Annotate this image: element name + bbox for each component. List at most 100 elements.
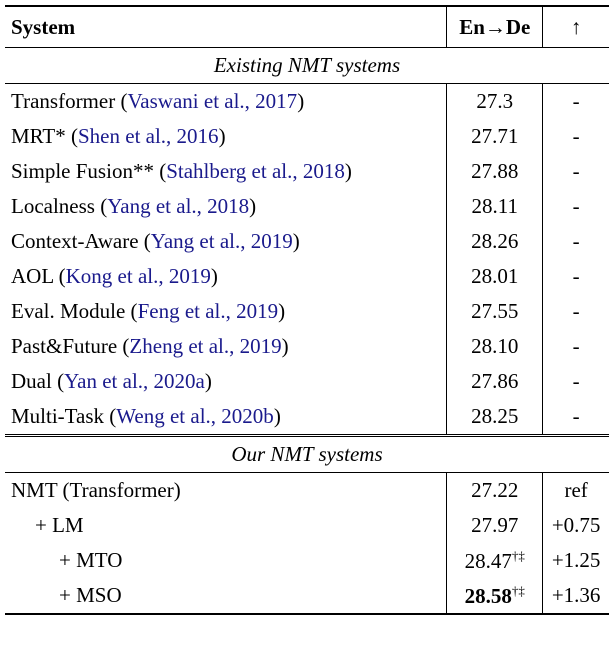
system-name: AOL ( <box>11 264 66 288</box>
delta-cell: - <box>542 154 609 189</box>
citation-close: ) <box>218 124 226 148</box>
citation-close: ) <box>210 264 218 288</box>
citation: Yan et al., 2020a <box>64 369 205 393</box>
score-cell: 28.58†‡ <box>446 578 543 615</box>
score: 27.97 <box>471 513 519 537</box>
system-cell: Eval. Module (Feng et al., 2019) <box>5 294 447 329</box>
score: 27.86 <box>471 369 519 393</box>
system-cell: Past&Future (Zheng et al., 2019) <box>5 329 447 364</box>
delta-cell: - <box>542 83 609 119</box>
score: 27.71 <box>471 124 519 148</box>
significance-mark: †‡ <box>511 547 525 563</box>
data-row: MRT* (Shen et al., 2016) 27.71- <box>5 119 609 154</box>
citation-close: ) <box>278 299 286 323</box>
score-cell: 28.25 <box>446 399 543 436</box>
delta-cell: - <box>542 259 609 294</box>
score-cell: 28.26 <box>446 224 543 259</box>
citation-close: ) <box>344 159 352 183</box>
score: 28.26 <box>471 229 519 253</box>
citation: Vaswani et al., 2017 <box>127 89 298 113</box>
system-name: Localness ( <box>11 194 108 218</box>
system-cell: + LM <box>5 508 447 543</box>
system-name: + MSO <box>59 583 122 607</box>
system-name: NMT (Transformer) <box>11 478 181 502</box>
delta-cell: - <box>542 119 609 154</box>
score-cell: 28.01 <box>446 259 543 294</box>
citation-close: ) <box>273 404 281 428</box>
data-row: + MTO 28.47†‡ +1.25 <box>5 543 609 578</box>
section-row: Our NMT systems <box>5 434 609 473</box>
score-cell: 27.88 <box>446 154 543 189</box>
delta-cell: +0.75 <box>542 508 609 543</box>
system-name: Context-Aware ( <box>11 229 151 253</box>
score-cell: 28.47†‡ <box>446 543 543 578</box>
citation-close: ) <box>292 229 300 253</box>
citation: Yang et al., 2019 <box>150 229 293 253</box>
score: 28.25 <box>471 404 519 428</box>
score-cell: 27.3 <box>446 83 543 119</box>
citation: Zheng et al., 2019 <box>129 334 282 358</box>
score-cell: 27.86 <box>446 364 543 399</box>
data-row: Dual (Yan et al., 2020a) 27.86- <box>5 364 609 399</box>
system-name: + MTO <box>59 548 123 572</box>
system-name: Simple Fusion** ( <box>11 159 167 183</box>
data-row: Past&Future (Zheng et al., 2019) 28.10- <box>5 329 609 364</box>
system-name: MRT* ( <box>11 124 78 148</box>
data-row: Eval. Module (Feng et al., 2019) 27.55- <box>5 294 609 329</box>
system-cell: Dual (Yan et al., 2020a) <box>5 364 447 399</box>
header-cell: ↑ <box>542 5 609 48</box>
data-row: AOL (Kong et al., 2019) 28.01- <box>5 259 609 294</box>
system-name: + LM <box>35 513 84 537</box>
data-row: Multi-Task (Weng et al., 2020b) 28.25- <box>5 399 609 436</box>
score-cell: 27.71 <box>446 119 543 154</box>
citation: Stahlberg et al., 2018 <box>166 159 345 183</box>
score: 27.88 <box>471 159 519 183</box>
score-cell: 27.55 <box>446 294 543 329</box>
system-cell: Context-Aware (Yang et al., 2019) <box>5 224 447 259</box>
score: 27.3 <box>476 89 514 113</box>
citation: Shen et al., 2016 <box>78 124 219 148</box>
score: 27.22 <box>471 478 519 502</box>
section-title: Our NMT systems <box>5 434 609 473</box>
score-cell: 27.22 <box>446 472 543 508</box>
citation: Weng et al., 2020b <box>116 404 274 428</box>
system-name: Transformer ( <box>11 89 128 113</box>
delta-cell: ref <box>542 472 609 508</box>
delta-cell: - <box>542 294 609 329</box>
system-cell: AOL (Kong et al., 2019) <box>5 259 447 294</box>
system-cell: Localness (Yang et al., 2018) <box>5 189 447 224</box>
citation-close: ) <box>281 334 289 358</box>
header-cell: En→De <box>446 5 543 48</box>
citation: Feng et al., 2019 <box>137 299 279 323</box>
score-cell: 27.97 <box>446 508 543 543</box>
data-row: + LM 27.97 +0.75 <box>5 508 609 543</box>
header-cell: System <box>5 5 447 48</box>
score: 28.10 <box>471 334 519 358</box>
system-cell: MRT* (Shen et al., 2016) <box>5 119 447 154</box>
section-title: Existing NMT systems <box>5 47 609 84</box>
system-cell: + MSO <box>5 578 447 615</box>
citation-close: ) <box>249 194 257 218</box>
delta-cell: - <box>542 189 609 224</box>
score: 28.58 <box>464 583 512 608</box>
citation: Kong et al., 2019 <box>65 264 211 288</box>
score: 28.11 <box>471 194 519 218</box>
header-row: System En→De ↑ <box>5 5 609 48</box>
data-row: Localness (Yang et al., 2018) 28.11- <box>5 189 609 224</box>
delta-cell: +1.25 <box>542 543 609 578</box>
delta-cell: +1.36 <box>542 578 609 615</box>
data-row: Simple Fusion** (Stahlberg et al., 2018)… <box>5 154 609 189</box>
significance-mark: †‡ <box>511 582 525 598</box>
delta-cell: - <box>542 329 609 364</box>
results-table: System En→De ↑ Existing NMT systems Transfor… <box>5 5 609 615</box>
system-name: Multi-Task ( <box>11 404 117 428</box>
data-row: Context-Aware (Yang et al., 2019) 28.26- <box>5 224 609 259</box>
section-row: Existing NMT systems <box>5 47 609 84</box>
score-cell: 28.10 <box>446 329 543 364</box>
system-cell: Simple Fusion** (Stahlberg et al., 2018) <box>5 154 447 189</box>
system-name: Past&Future ( <box>11 334 130 358</box>
data-row: NMT (Transformer) 27.22 ref <box>5 472 609 508</box>
delta-cell: - <box>542 399 609 436</box>
citation-close: ) <box>204 369 212 393</box>
